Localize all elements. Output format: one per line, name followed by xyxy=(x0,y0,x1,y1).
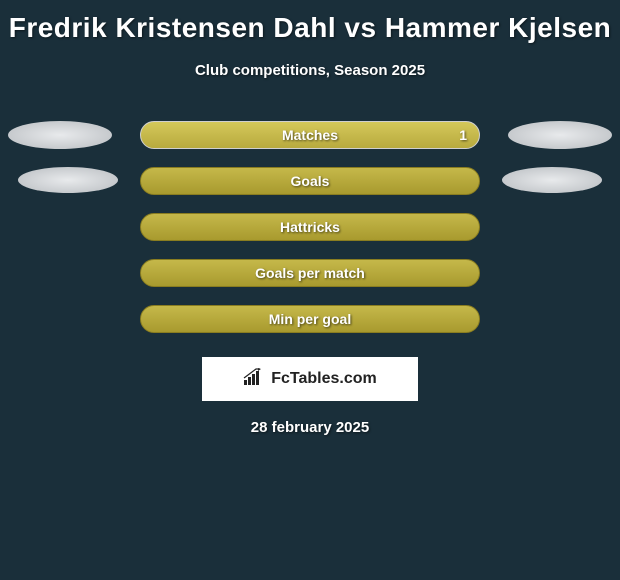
stat-label: Goals xyxy=(291,173,330,189)
stat-row-mpg: Min per goal xyxy=(0,305,620,333)
stat-value-right: 1 xyxy=(459,127,467,143)
stat-row-gpm: Goals per match xyxy=(0,259,620,287)
left-value-ellipse xyxy=(8,121,112,149)
stat-label: Matches xyxy=(282,127,338,143)
stat-bar-gpm: Goals per match xyxy=(140,259,480,287)
stat-bar-goals: Goals xyxy=(140,167,480,195)
bar-chart-icon xyxy=(243,368,265,391)
stat-row-matches: Matches 1 xyxy=(0,121,620,149)
right-value-ellipse xyxy=(508,121,612,149)
page-title: Fredrik Kristensen Dahl vs Hammer Kjelse… xyxy=(0,0,620,44)
stat-label: Min per goal xyxy=(269,311,351,327)
stat-label: Goals per match xyxy=(255,265,365,281)
subtitle: Club competitions, Season 2025 xyxy=(0,62,620,79)
stat-row-goals: Goals xyxy=(0,167,620,195)
date-text: 28 february 2025 xyxy=(0,419,620,436)
stat-row-hattricks: Hattricks xyxy=(0,213,620,241)
logo-box[interactable]: FcTables.com xyxy=(202,357,418,401)
right-value-ellipse xyxy=(502,167,602,193)
stat-bar-matches: Matches 1 xyxy=(140,121,480,149)
stats-container: Matches 1 Goals Hattricks Goals per matc… xyxy=(0,121,620,333)
logo-text: FcTables.com xyxy=(271,370,377,388)
stat-bar-mpg: Min per goal xyxy=(140,305,480,333)
stat-bar-hattricks: Hattricks xyxy=(140,213,480,241)
left-value-ellipse xyxy=(18,167,118,193)
stat-label: Hattricks xyxy=(280,219,340,235)
